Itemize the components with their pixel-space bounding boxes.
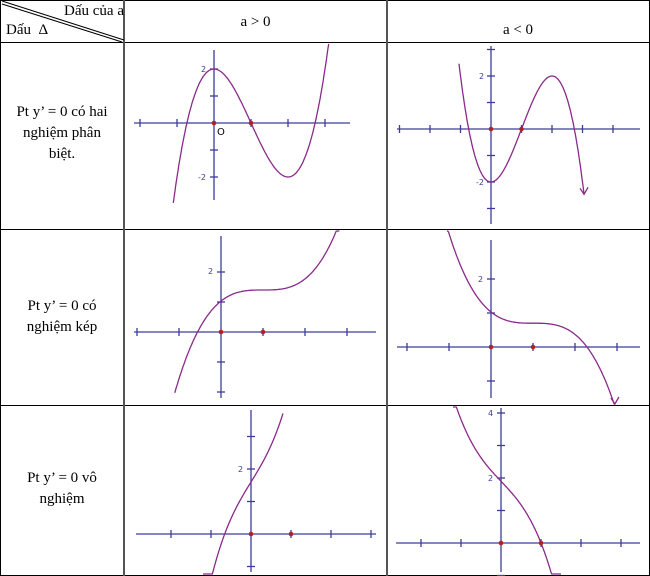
arrow-head-icon (579, 187, 589, 196)
row-label-line: Pt y’ = 0 vô (27, 470, 97, 486)
root-point (530, 344, 536, 350)
graph-a-pos-no-root: 2 (136, 410, 376, 575)
row-label-double-root: Pt y’ = 0 có nghiệm kép (0, 296, 124, 338)
diagonal-divider (1, 0, 125, 43)
root-point (488, 126, 494, 132)
root-point (498, 540, 504, 546)
tick-label: 2 (238, 465, 243, 474)
corner-sign-a-label: Dấu của a (64, 3, 124, 19)
row-label-line: Pt y’ = 0 có (27, 298, 97, 314)
tick-label: 2 (478, 275, 483, 284)
root-point (211, 120, 217, 126)
graph-a-neg-double-root: 2 (397, 230, 640, 406)
function-curve (203, 413, 284, 575)
tick-label: 2 (201, 65, 206, 74)
column-header-a-positive: a > 0 (240, 14, 271, 30)
tick-label: 2 (208, 267, 213, 276)
row-label-no-root: Pt y’ = 0 vô nghiệm (0, 468, 124, 510)
root-point (288, 531, 294, 537)
root-point (248, 120, 254, 126)
row-label-line: Pt y’ = 0 có hai (16, 104, 108, 120)
corner-sign-delta-label: Dấu Δ (6, 22, 49, 38)
root-point (248, 531, 254, 537)
root-point (260, 329, 266, 335)
root-point (519, 126, 524, 132)
tick-label: -2 (476, 178, 484, 187)
graph-a-pos-two-roots: 2 -2 O (134, 43, 350, 203)
function-curve (174, 230, 340, 393)
tick-label: 4 (488, 409, 493, 418)
root-point (538, 540, 544, 546)
row-label-two-roots: Pt y’ = 0 có hai nghiệm phân biệt. (0, 102, 124, 165)
tick-label: 2 (488, 474, 493, 483)
column-header-a-negative: a < 0 (502, 22, 534, 38)
row-label-line: nghiệm (39, 491, 85, 507)
function-curve (446, 230, 615, 405)
row-label-line: nghiệm kép (26, 319, 98, 335)
root-point (488, 344, 494, 350)
graph-a-neg-two-roots: 2 -2 (397, 46, 640, 224)
row-label-line: biệt. (48, 146, 76, 162)
graph-a-neg-no-root: 2 4 (396, 406, 640, 576)
tick-label: 2 (479, 72, 484, 81)
root-point (218, 329, 224, 335)
graph-a-pos-double-root: 2 (134, 230, 376, 398)
origin-label: O (217, 127, 225, 138)
function-curve (453, 406, 561, 575)
row-label-line: nghiệm phân (23, 125, 101, 141)
tick-label: -2 (198, 173, 206, 182)
